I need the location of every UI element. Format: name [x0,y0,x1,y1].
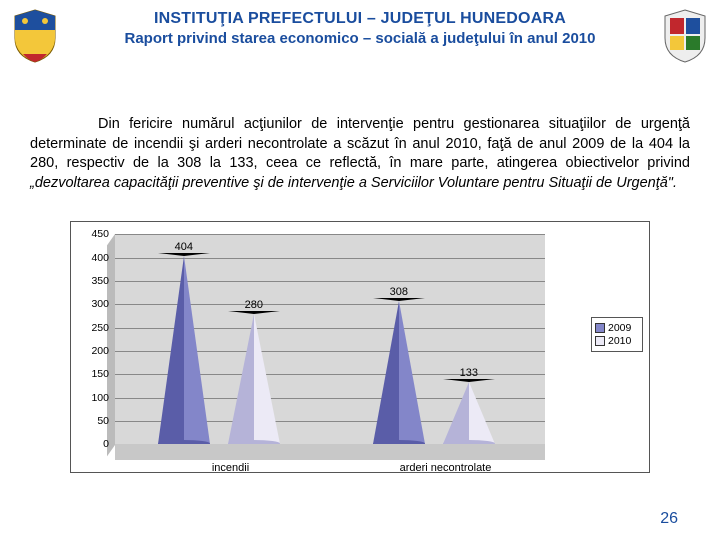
y-tick-label: 200 [91,345,109,357]
legend-label: 2010 [608,335,631,347]
cone-value-label: 280 [234,299,274,311]
body-paragraph: Din fericire numărul acţiunilor de inter… [0,67,720,203]
chart-floor [115,444,545,460]
y-tick-label: 100 [91,392,109,404]
header-title: INSTITUŢIA PREFECTULUI – JUDEŢUL HUNEDOA… [60,10,660,28]
cone-value-label: 133 [449,367,489,379]
y-tick-label: 450 [91,228,109,240]
page-number: 26 [660,510,678,528]
y-tick-label: 150 [91,368,109,380]
legend-swatch [595,336,605,346]
chart-legend: 20092010 [591,317,643,352]
legend-swatch [595,323,605,333]
x-category-label: incendii [212,462,249,474]
cone-value-label: 404 [164,241,204,253]
y-tick-label: 400 [91,252,109,264]
y-tick-label: 350 [91,275,109,287]
cone-value-label: 308 [379,286,419,298]
chart-plot-area: 404 280 308 133 [115,234,545,444]
document-header: INSTITUŢIA PREFECTULUI – JUDEŢUL HUNEDOA… [0,0,720,67]
header-subtitle: Raport privind starea economico – social… [60,30,660,47]
legend-label: 2009 [608,322,631,334]
y-tick-label: 300 [91,298,109,310]
coat-of-arms-left-icon [10,8,60,63]
header-text-block: INSTITUŢIA PREFECTULUI – JUDEŢUL HUNEDOA… [60,8,660,47]
legend-item: 2010 [595,335,639,347]
coat-of-arms-right-icon [660,8,710,63]
grid-line [115,234,545,235]
y-tick-label: 250 [91,322,109,334]
legend-item: 2009 [595,322,639,334]
x-category-label: arderi necontrolate [400,462,492,474]
y-tick-label: 50 [97,415,109,427]
chart-y-axis: 450400350300250200150100500 [73,234,111,444]
y-tick-label: 0 [103,438,109,450]
intervention-chart: 404 280 308 133 450 400 350 300 250 200 150 100 50 0… [70,221,650,473]
